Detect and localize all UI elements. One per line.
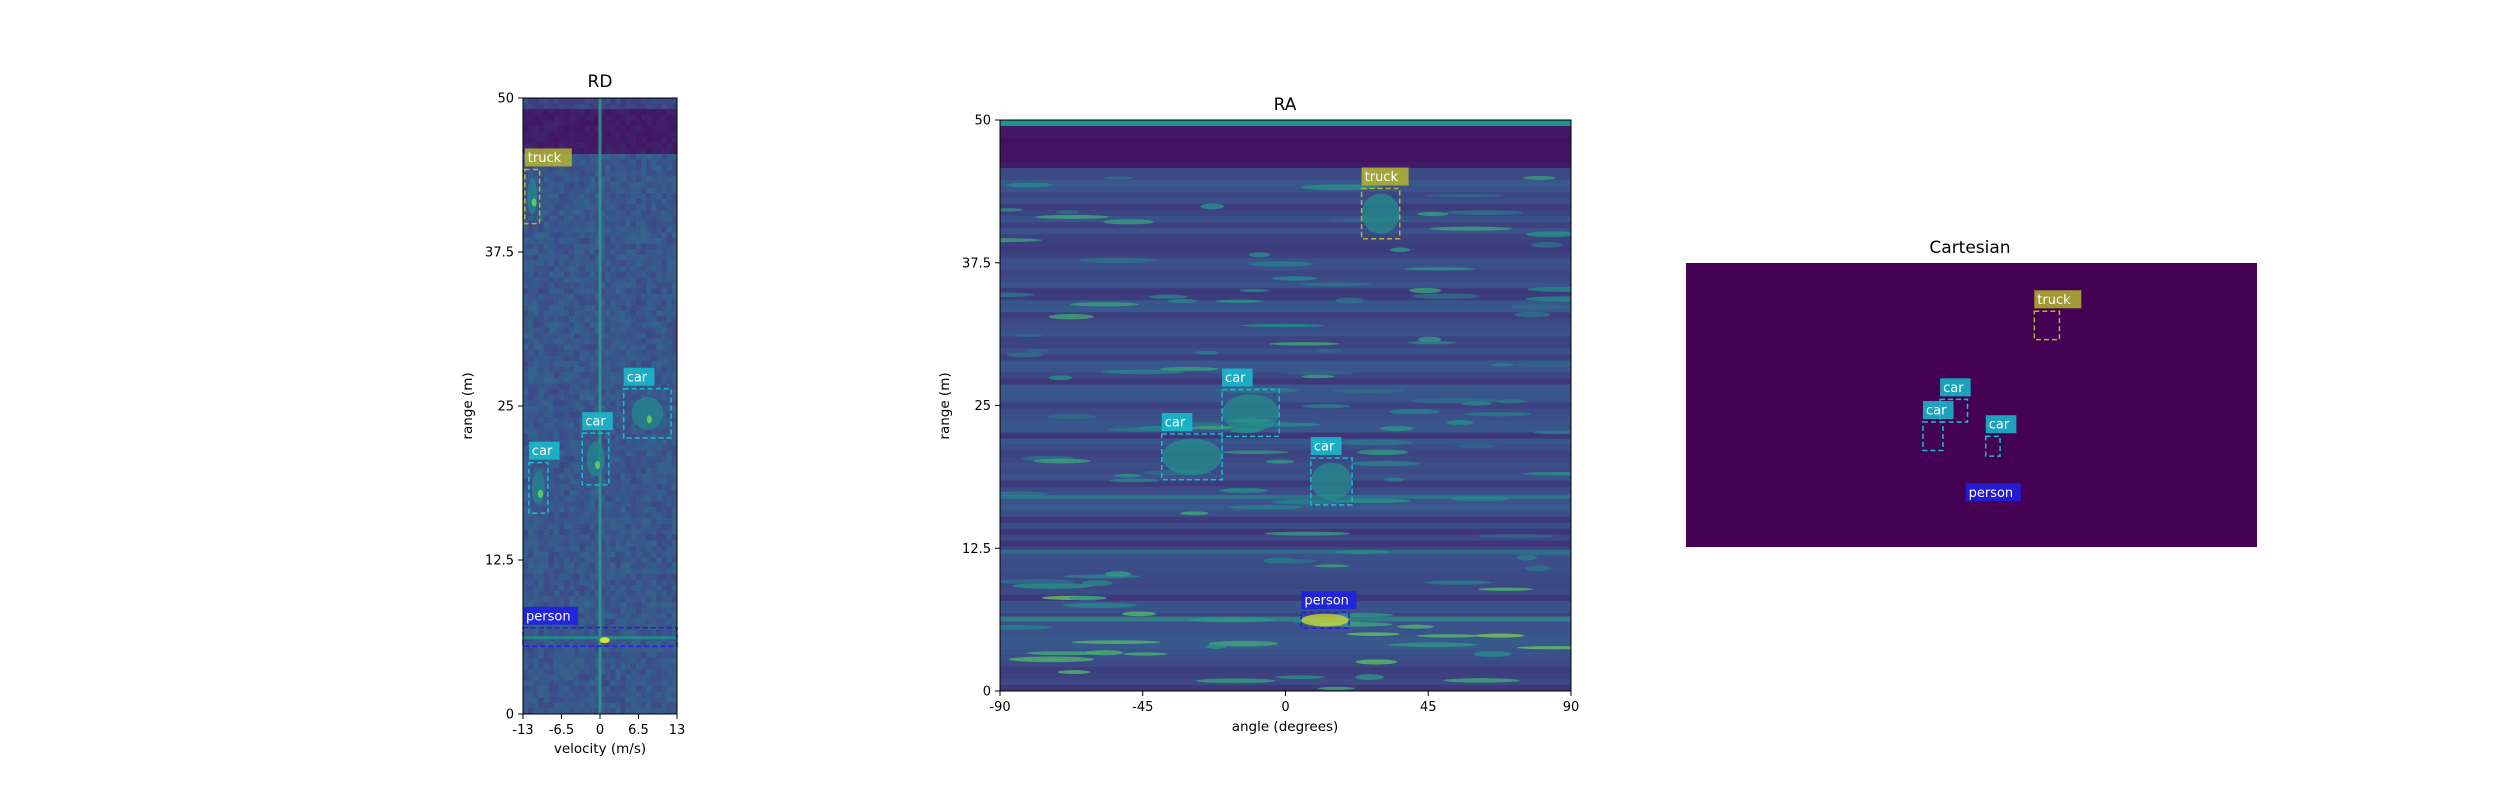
ra-label-car: car: [1165, 416, 1186, 431]
ra-ytick-label: 12.5: [962, 542, 991, 557]
rd-xtick-label: 0: [596, 723, 604, 738]
rd-box-truck: [524, 168, 541, 225]
ra-label-bg: [1301, 591, 1357, 610]
ra-label-bg: [1361, 167, 1409, 186]
cartesian-label-person: person: [1969, 486, 2014, 501]
rd-heatmap: [523, 98, 677, 714]
rd-ytick-label: 25: [497, 400, 514, 415]
cartesian-label-truck: truck: [2037, 293, 2071, 308]
cartesian-panel: Cartesian truck car car car person: [1686, 238, 2257, 547]
rd-label-person: person: [526, 609, 571, 624]
ra-ytick-label: 37.5: [962, 256, 991, 271]
rd-box-car: [622, 388, 672, 439]
cartesian-boxes: truck car car car person: [1922, 290, 2082, 502]
rd-ytick-label: 37.5: [485, 246, 514, 261]
ra-label-bg: [1222, 368, 1253, 387]
rd-label-car: car: [532, 444, 553, 459]
ra-box-truck: [1360, 187, 1401, 240]
rd-xlabel: velocity (m/s): [554, 741, 646, 757]
rd-xtick-label: 13: [669, 723, 686, 738]
ra-ylabel: range (m): [937, 372, 953, 439]
ra-title: RA: [1274, 95, 1297, 115]
ra-label-bg: [1310, 437, 1342, 456]
cartesian-label-bg: [1922, 401, 1954, 420]
cartesian-box-car: [1985, 435, 2001, 457]
ra-xtick-label: 45: [1420, 700, 1437, 715]
ra-label-person: person: [1304, 594, 1349, 609]
ra-ticks: -90 -45 0 45 90 0 12.5 25 37.5 50: [962, 114, 1579, 716]
cartesian-label-bg: [1940, 378, 1971, 397]
cartesian-title: Cartesian: [1929, 238, 2010, 258]
ra-label-truck: truck: [1365, 170, 1399, 185]
ra-box-car: [1310, 457, 1353, 506]
ra-label-car: car: [1314, 440, 1335, 455]
ra-xtick-label: 90: [1563, 700, 1580, 715]
cartesian-box-truck: [2033, 310, 2061, 341]
ra-xtick-label: -45: [1132, 700, 1153, 715]
cartesian-label-bg: [1985, 415, 2017, 434]
cartesian-background: [1686, 263, 2257, 547]
ra-box-car: [1221, 388, 1280, 438]
rd-label-bg: [523, 606, 579, 625]
rd-title: RD: [588, 72, 613, 92]
rd-label-bg: [524, 148, 572, 167]
ra-ytick-label: 25: [974, 399, 991, 414]
cartesian-label-car: car: [1943, 381, 1964, 396]
cartesian-label-bg: [1965, 483, 2021, 502]
ra-box-car: [1161, 433, 1223, 481]
ra-panel: RA truck car car car person -90 -45 0 45 90 0 12.5…: [937, 95, 1579, 735]
ra-xtick-label: 0: [1281, 700, 1289, 715]
cartesian-label-car: car: [1926, 404, 1947, 419]
rd-ytick-label: 0: [506, 708, 514, 723]
ra-xlabel: angle (degrees): [1232, 719, 1339, 735]
rd-ylabel: range (m): [460, 372, 476, 439]
cartesian-box-car: [1922, 421, 1944, 452]
rd-xtick-label: -6.5: [549, 723, 574, 738]
rd-xtick-label: -13: [512, 723, 533, 738]
cartesian-label-bg: [2034, 290, 2082, 309]
ra-ytick-label: 0: [983, 685, 991, 700]
rd-ticks: -13 -6.5 0 6.5 13 0 12.5 25 37.5 50: [485, 92, 685, 739]
rd-label-truck: truck: [528, 151, 562, 166]
ra-label-bg: [1161, 413, 1193, 432]
rd-label-car: car: [627, 370, 648, 385]
rd-ytick-label: 50: [497, 92, 514, 107]
rd-xtick-label: 6.5: [628, 723, 649, 738]
ra-boxes: truck car car car person: [1161, 167, 1409, 629]
ra-xtick-label: -90: [989, 700, 1010, 715]
rd-box-car: [528, 461, 549, 514]
ra-ytick-label: 50: [974, 114, 991, 129]
rd-panel: RD truck car car car person -13 -6.5 0 6.5 13 0 12…: [460, 72, 685, 757]
rd-label-bg: [623, 367, 655, 386]
rd-ytick-label: 12.5: [485, 554, 514, 569]
ra-label-car: car: [1225, 371, 1246, 386]
rd-box-car: [581, 432, 610, 486]
rd-label-car: car: [585, 415, 606, 430]
ra-heatmap: [1000, 120, 1571, 691]
rd-label-bg: [582, 412, 613, 431]
cartesian-label-car: car: [1989, 418, 2010, 433]
rd-label-bg: [528, 441, 560, 460]
